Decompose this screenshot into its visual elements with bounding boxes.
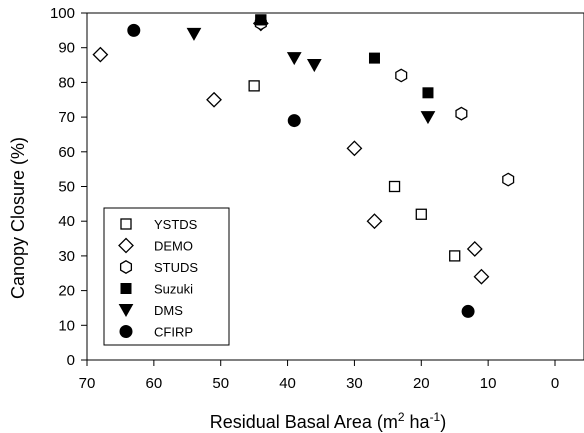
data-point xyxy=(346,140,363,157)
legend-item-dms: DMS xyxy=(118,303,183,318)
legend-label: DEMO xyxy=(154,239,193,254)
legend-item-studs: STUDS xyxy=(119,260,198,275)
y-tick-label: 10 xyxy=(58,317,75,334)
legend-marker xyxy=(120,283,132,294)
legend-item-cfirp: CFIRP xyxy=(119,325,193,340)
x-axis-ticks: 70 60 50 40 30 20 10 0 xyxy=(79,360,559,392)
series-demo xyxy=(92,15,490,285)
data-point xyxy=(186,27,202,41)
data-point xyxy=(206,91,222,108)
y-axis-ticks: 0 10 20 30 40 50 60 70 80 90 100 xyxy=(50,5,87,369)
data-point xyxy=(127,23,141,37)
data-point xyxy=(449,250,461,262)
legend-label: STUDS xyxy=(154,260,198,275)
legend-label: DMS xyxy=(154,303,183,318)
data-point xyxy=(248,80,260,92)
series-cfirp xyxy=(127,23,475,318)
data-point xyxy=(415,208,427,220)
y-tick-label: 80 xyxy=(58,74,75,91)
legend-label: Suzuki xyxy=(154,282,193,297)
x-tick-label: 10 xyxy=(480,375,497,392)
legend-item-demo: DEMO xyxy=(118,237,193,254)
data-point xyxy=(286,52,302,66)
y-tick-label: 30 xyxy=(58,248,75,265)
y-tick-label: 40 xyxy=(58,213,75,230)
series-ystds xyxy=(248,14,461,262)
x-tick-label: 70 xyxy=(79,375,96,392)
y-tick-label: 90 xyxy=(58,40,75,57)
data-point xyxy=(502,172,515,187)
legend-item-suzuki: Suzuki xyxy=(120,282,193,297)
data-point xyxy=(422,87,434,99)
legend-label: YSTDS xyxy=(154,217,198,232)
legend-label: CFIRP xyxy=(154,325,193,340)
legend-marker xyxy=(118,304,134,318)
legend-marker xyxy=(119,325,133,338)
data-point xyxy=(366,213,383,230)
legend-marker xyxy=(119,260,133,274)
series-suzuki xyxy=(255,14,434,99)
legend-marker xyxy=(120,218,132,230)
data-point xyxy=(92,46,109,63)
y-tick-label: 60 xyxy=(58,144,75,161)
y-tick-label: 70 xyxy=(58,109,75,126)
series-studs xyxy=(254,16,515,187)
data-point xyxy=(473,268,490,285)
x-tick-label: 20 xyxy=(413,375,430,392)
legend: YSTDS DEMO STUDS Suzuki DMS CFIRP xyxy=(103,207,230,346)
y-tick-label: 0 xyxy=(67,352,75,369)
y-tick-label: 50 xyxy=(58,179,75,196)
data-point xyxy=(388,180,401,193)
legend-marker xyxy=(118,237,134,254)
x-tick-label: 30 xyxy=(346,375,363,392)
data-point xyxy=(287,114,301,128)
legend-item-ystds: YSTDS xyxy=(120,217,198,232)
series-dms xyxy=(186,27,436,125)
x-tick-label: 50 xyxy=(212,375,229,392)
plot-frame xyxy=(86,12,584,361)
x-tick-label: 0 xyxy=(551,375,559,392)
legend-box xyxy=(103,207,230,346)
data-point xyxy=(461,304,475,318)
data-point xyxy=(306,59,322,73)
data-point xyxy=(368,52,380,64)
data-point xyxy=(255,14,267,26)
x-tick-label: 60 xyxy=(146,375,163,392)
x-axis-title-sup-2: -1 xyxy=(430,410,441,424)
data-point xyxy=(466,241,483,257)
x-axis-title: Residual Basal Area (m2 ha-1) xyxy=(210,410,446,432)
data-point xyxy=(420,111,436,125)
data-point xyxy=(395,68,408,83)
data-points xyxy=(92,14,515,318)
data-point xyxy=(455,106,468,121)
y-axis-title: Canopy Closure (%) xyxy=(8,137,28,299)
y-tick-label: 20 xyxy=(58,283,75,300)
x-tick-label: 40 xyxy=(279,375,296,392)
y-tick-label: 100 xyxy=(50,5,75,22)
x-axis-title-sup-1: 2 xyxy=(398,410,405,424)
